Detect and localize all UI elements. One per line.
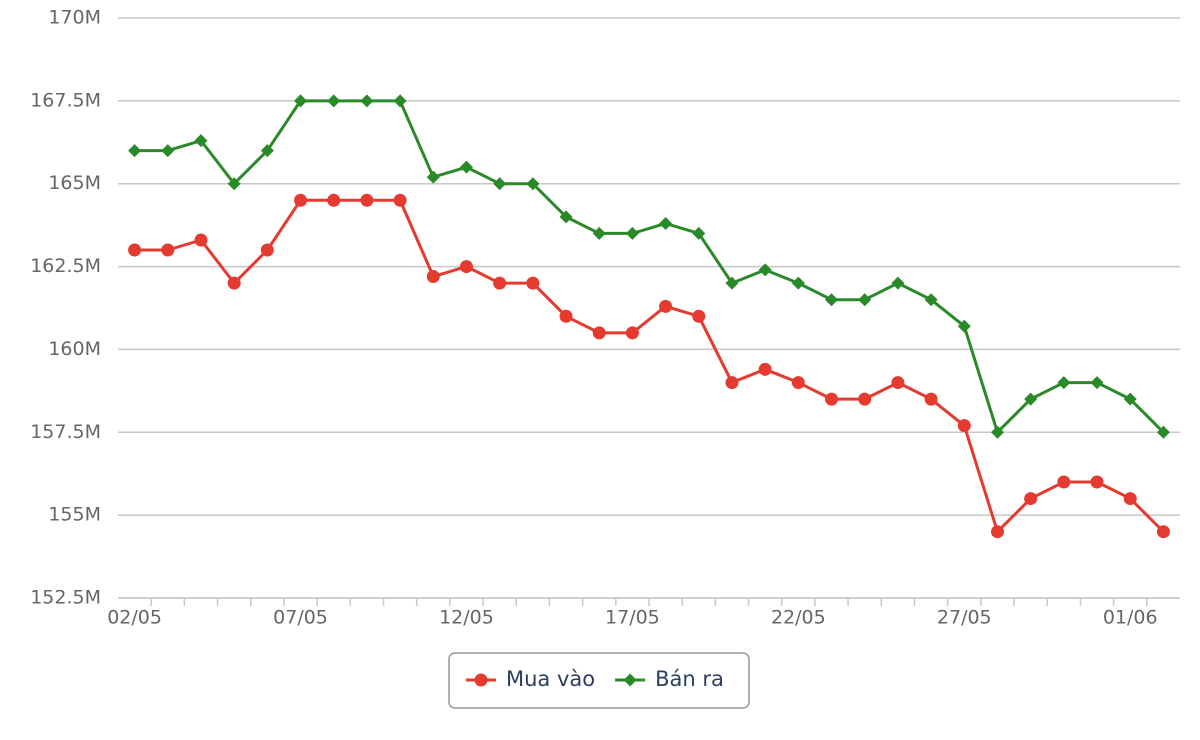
data-point (294, 193, 308, 207)
legend-marker (623, 673, 637, 687)
data-point (393, 193, 407, 207)
data-point (1156, 425, 1170, 439)
data-point (526, 276, 540, 290)
data-point (227, 276, 241, 290)
legend-box (448, 652, 750, 709)
data-point (426, 270, 440, 284)
data-point (161, 144, 175, 158)
data-point (924, 392, 938, 406)
data-point (592, 226, 606, 240)
data-point (1156, 525, 1170, 539)
x-tick-label: 22/05 (771, 607, 826, 629)
y-tick-label: 155M (48, 504, 101, 526)
data-point (1024, 392, 1038, 406)
data-point (625, 326, 639, 340)
data-point (659, 216, 673, 230)
data-point (128, 243, 142, 257)
data-point (526, 177, 540, 191)
data-point (1123, 392, 1137, 406)
y-tick-label: 162.5M (30, 255, 101, 277)
data-point (825, 392, 839, 406)
data-point (990, 425, 1004, 439)
data-point (194, 134, 208, 148)
x-tick-label: 12/05 (439, 607, 494, 629)
data-point (327, 193, 341, 207)
data-point (1024, 492, 1038, 506)
data-point (260, 144, 274, 158)
data-point (1090, 376, 1104, 390)
data-point (493, 177, 507, 191)
y-tick-label: 160M (48, 338, 101, 360)
data-point (1057, 376, 1071, 390)
x-tick-label: 07/05 (273, 607, 328, 629)
x-tick-label: 02/05 (107, 607, 162, 629)
data-point (393, 94, 407, 108)
data-point (858, 392, 872, 406)
data-point (957, 319, 971, 333)
data-point (459, 160, 473, 174)
data-point (493, 276, 507, 290)
data-point (924, 293, 938, 307)
y-tick-label: 170M (48, 7, 101, 29)
y-tick-label: 167.5M (30, 89, 101, 111)
legend-label: Bán ra (655, 667, 724, 691)
data-point (1123, 492, 1137, 506)
y-tick-label: 165M (48, 172, 101, 194)
data-point (260, 243, 274, 257)
data-point (825, 293, 839, 307)
data-point (128, 144, 142, 158)
data-point (194, 233, 208, 247)
data-point (858, 293, 872, 307)
data-point (227, 177, 241, 191)
data-point (725, 276, 739, 290)
data-point (758, 263, 772, 277)
legend-marker (474, 673, 488, 687)
data-point (1057, 475, 1071, 489)
x-tick-label: 01/06 (1103, 607, 1158, 629)
legend-label: Mua vào (506, 667, 595, 691)
data-point (891, 276, 905, 290)
x-tick-label: 27/05 (937, 607, 992, 629)
data-point (957, 419, 971, 433)
data-point (327, 94, 341, 108)
data-point (758, 362, 772, 376)
data-point (360, 94, 374, 108)
x-tick-label: 17/05 (605, 607, 660, 629)
y-tick-label: 152.5M (30, 587, 101, 609)
data-point (990, 525, 1004, 539)
data-point (625, 226, 639, 240)
data-point (1090, 475, 1104, 489)
data-point (559, 210, 573, 224)
data-point (692, 309, 706, 323)
data-point (294, 94, 308, 108)
data-point (559, 309, 573, 323)
data-point (891, 376, 905, 390)
data-point (692, 226, 706, 240)
data-point (592, 326, 606, 340)
series-line (134, 198, 1165, 534)
data-point (161, 243, 175, 257)
data-point (360, 193, 374, 207)
data-point (459, 260, 473, 274)
y-tick-label: 157.5M (30, 421, 101, 443)
data-point (791, 276, 805, 290)
data-point (791, 376, 805, 390)
data-point (426, 170, 440, 184)
data-point (659, 299, 673, 313)
data-point (725, 376, 739, 390)
